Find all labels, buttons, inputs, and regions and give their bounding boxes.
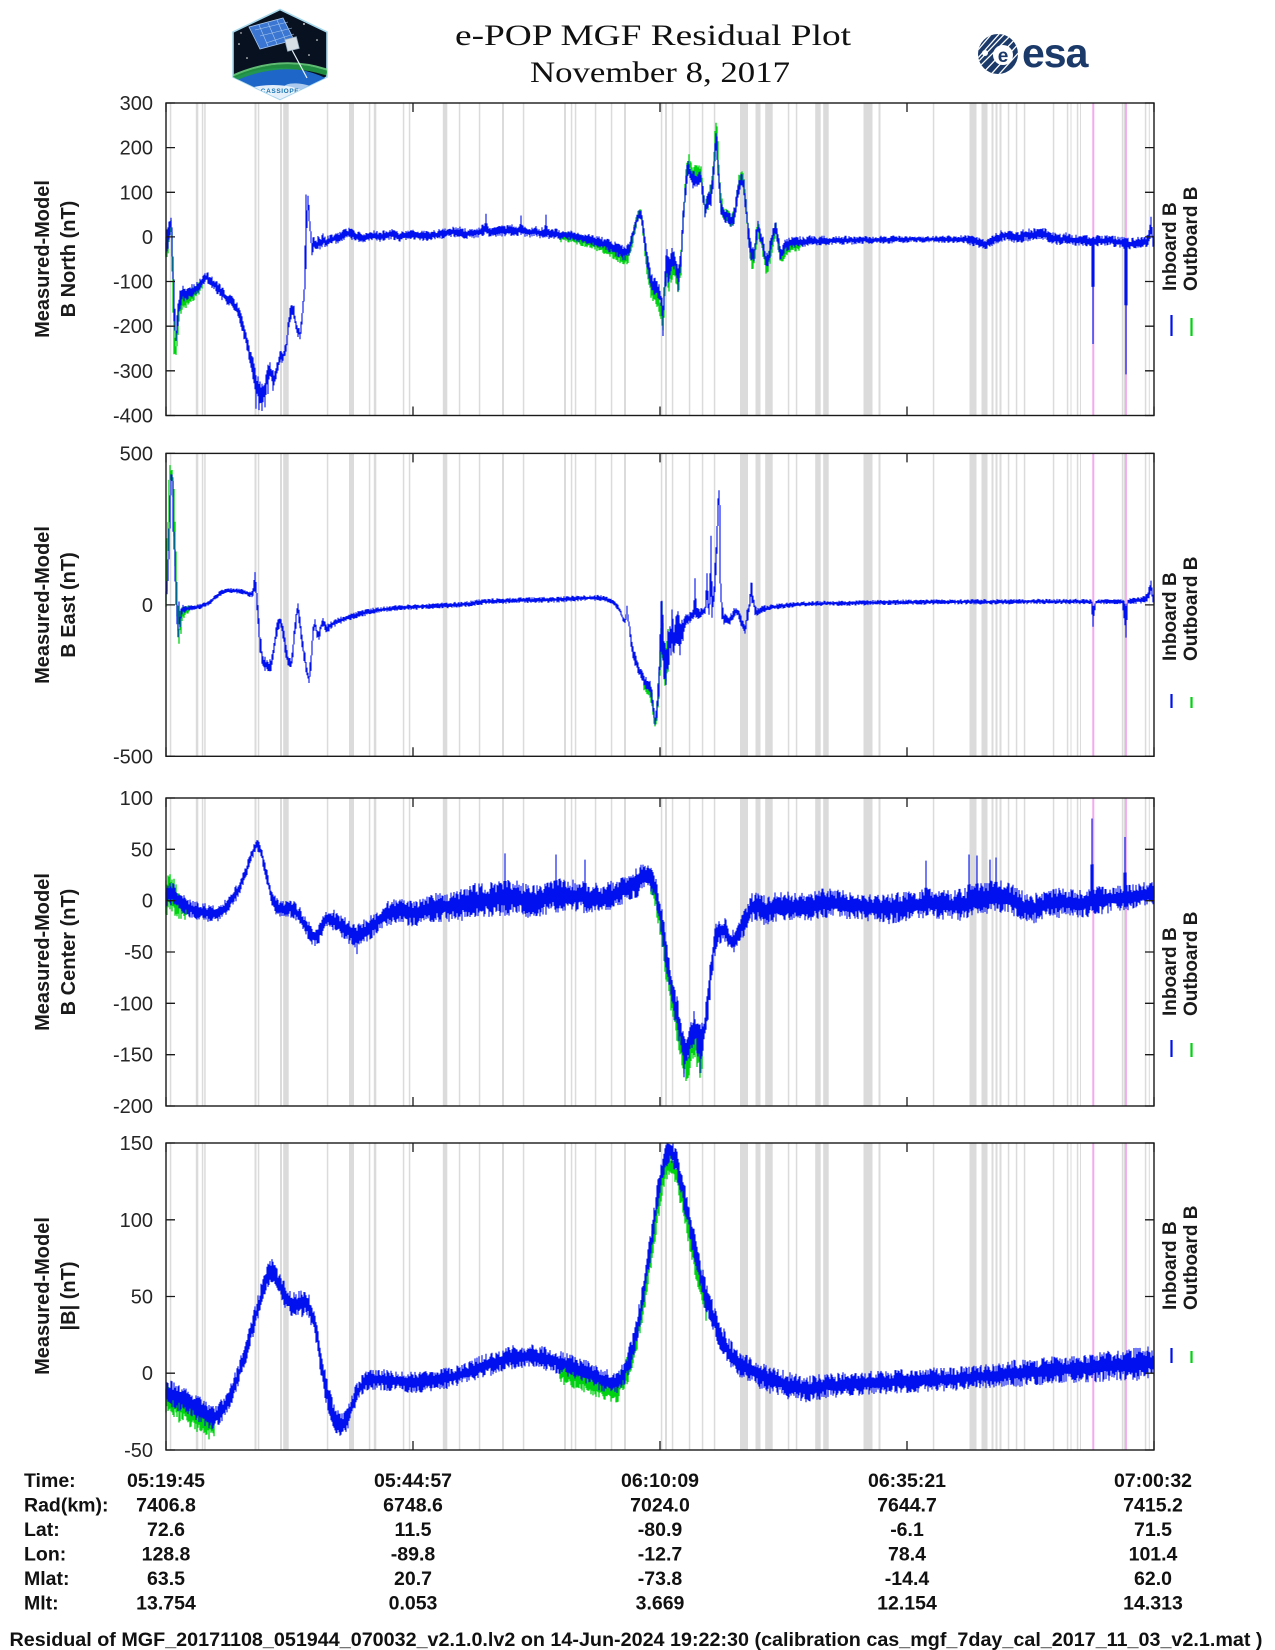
svg-text:101.4: 101.4 (1129, 1544, 1178, 1566)
svg-text:Outboard B: Outboard B (1181, 1206, 1202, 1311)
svg-text:-100: -100 (113, 272, 153, 294)
svg-text:20.7: 20.7 (394, 1568, 432, 1590)
svg-text:150: 150 (120, 1133, 153, 1155)
svg-text:62.0: 62.0 (1134, 1568, 1172, 1590)
svg-text:-14.4: -14.4 (885, 1568, 930, 1590)
svg-text:-12.7: -12.7 (638, 1544, 682, 1566)
svg-text:-89.8: -89.8 (391, 1544, 436, 1566)
svg-text:esa: esa (1022, 30, 1090, 76)
svg-text:CASSIOPE: CASSIOPE (261, 88, 299, 95)
svg-text:Lon:: Lon: (24, 1544, 66, 1566)
svg-text:12.154: 12.154 (877, 1593, 937, 1615)
svg-text:500: 500 (120, 443, 153, 465)
svg-text:Outboard B: Outboard B (1181, 557, 1202, 662)
svg-text:November 8, 2017: November 8, 2017 (530, 56, 790, 89)
svg-text:Mlat:: Mlat: (24, 1568, 70, 1590)
svg-text:-400: -400 (113, 406, 153, 428)
svg-text:06:10:09: 06:10:09 (621, 1470, 699, 1492)
svg-text:-150: -150 (113, 1045, 153, 1067)
svg-text:-50: -50 (124, 1440, 153, 1462)
svg-text:78.4: 78.4 (888, 1544, 926, 1566)
svg-text:0: 0 (142, 891, 153, 913)
svg-text:7406.8: 7406.8 (136, 1495, 196, 1517)
svg-text:Mlt:: Mlt: (24, 1593, 59, 1615)
svg-text:|B| (nT): |B| (nT) (58, 1262, 80, 1331)
svg-text:7024.0: 7024.0 (630, 1495, 690, 1517)
svg-text:3.669: 3.669 (636, 1593, 685, 1615)
svg-text:B North (nT): B North (nT) (58, 201, 80, 318)
svg-text:100: 100 (120, 788, 153, 810)
svg-text:Time:: Time: (24, 1470, 76, 1492)
svg-text:100: 100 (120, 1210, 153, 1232)
svg-text:50: 50 (131, 839, 153, 861)
svg-text:300: 300 (120, 93, 153, 115)
svg-text:e-POP MGF Residual Plot: e-POP MGF Residual Plot (455, 19, 852, 52)
svg-text:Measured-Model: Measured-Model (32, 873, 54, 1031)
svg-text:100: 100 (120, 182, 153, 204)
svg-text:128.8: 128.8 (142, 1544, 191, 1566)
svg-text:Residual of MGF_20171108_05194: Residual of MGF_20171108_051944_070032_v… (10, 1630, 1263, 1650)
svg-text:Outboard B: Outboard B (1181, 912, 1202, 1017)
svg-text:Measured-Model: Measured-Model (32, 526, 54, 684)
svg-text:Outboard B: Outboard B (1181, 187, 1202, 292)
svg-text:-100: -100 (113, 993, 153, 1015)
svg-text:200: 200 (120, 138, 153, 160)
svg-text:05:44:57: 05:44:57 (374, 1470, 452, 1492)
svg-text:-73.8: -73.8 (638, 1568, 683, 1590)
svg-text:Inboard B: Inboard B (1160, 572, 1181, 661)
svg-text:B East (nT): B East (nT) (58, 552, 80, 658)
svg-text:Inboard B: Inboard B (1160, 1221, 1181, 1310)
svg-text:Measured-Model: Measured-Model (32, 180, 54, 338)
svg-text:11.5: 11.5 (395, 1519, 432, 1541)
svg-text:-6.1: -6.1 (890, 1519, 924, 1541)
svg-text:13.754: 13.754 (136, 1593, 196, 1615)
svg-text:14.313: 14.313 (1123, 1593, 1183, 1615)
svg-text:7415.2: 7415.2 (1123, 1495, 1183, 1517)
svg-text:63.5: 63.5 (147, 1568, 185, 1590)
svg-text:Inboard B: Inboard B (1160, 927, 1181, 1016)
svg-text:06:35:21: 06:35:21 (868, 1470, 946, 1492)
svg-text:-200: -200 (113, 1096, 153, 1118)
svg-text:e: e (998, 46, 1009, 67)
svg-text:-200: -200 (113, 316, 153, 338)
svg-text:0: 0 (142, 595, 153, 617)
svg-text:0.053: 0.053 (389, 1593, 438, 1615)
svg-text:07:00:32: 07:00:32 (1114, 1470, 1192, 1492)
svg-text:0: 0 (142, 227, 153, 249)
svg-text:-300: -300 (113, 361, 153, 383)
svg-text:Inboard B: Inboard B (1160, 202, 1181, 291)
svg-text:-50: -50 (124, 942, 153, 964)
svg-text:-500: -500 (113, 746, 153, 768)
svg-text:B Center (nT): B Center (nT) (58, 889, 80, 1016)
svg-text:Rad(km):: Rad(km): (24, 1495, 109, 1517)
svg-text:50: 50 (131, 1287, 153, 1309)
svg-text:7644.7: 7644.7 (877, 1495, 937, 1517)
svg-text:05:19:45: 05:19:45 (127, 1470, 205, 1492)
svg-text:Measured-Model: Measured-Model (32, 1217, 54, 1375)
svg-text:0: 0 (142, 1363, 153, 1385)
svg-text:Lat:: Lat: (24, 1519, 60, 1541)
svg-text:6748.6: 6748.6 (383, 1495, 443, 1517)
svg-text:72.6: 72.6 (147, 1519, 185, 1541)
svg-text:-80.9: -80.9 (638, 1519, 683, 1541)
svg-text:71.5: 71.5 (1134, 1519, 1172, 1541)
